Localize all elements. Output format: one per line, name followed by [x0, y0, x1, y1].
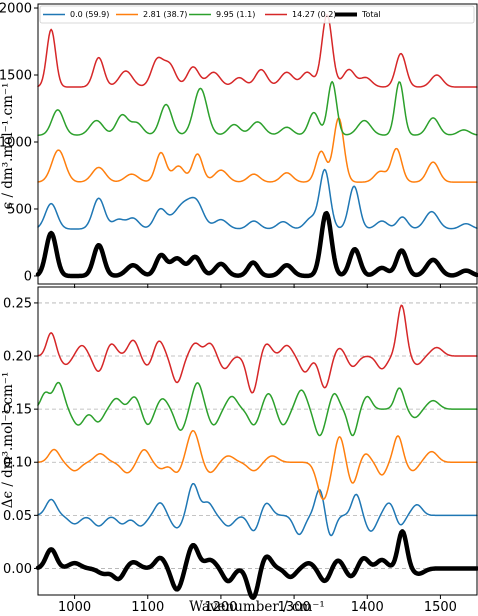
y-tick-label-0-00: 0.00 [3, 562, 32, 577]
series-line-14-27-0-2 [37, 304, 478, 394]
legend-label-0-0-59-9: 0.0 (59.9) [70, 10, 109, 19]
bottom-y-ticks: 0.00 0.05 0.10 0.15 0.20 0.25 [3, 296, 38, 577]
series-line-2-81-38-7 [37, 429, 478, 501]
y-tick-label-0-20: 0.20 [3, 350, 32, 365]
y-tick-label-0-10: 0.10 [3, 456, 32, 471]
y-tick-label-0-05: 0.05 [3, 509, 32, 524]
x-tick-label-1000: 1000 [58, 600, 91, 615]
top-panel: 0 500 1000 1500 2000 ϵ / dm³.mol⁻¹.cm⁻¹ 0.0 … [0, 2, 478, 288]
y-tick-label-0-25: 0.25 [3, 296, 32, 311]
legend: 0.0 (59.9) 2.81 (38.7) 9.95 (1.1) 14.27 (0.… [39, 5, 475, 24]
series-line-total [35, 529, 478, 600]
x-tick-label-1300: 1300 [278, 600, 311, 615]
series-line-total [35, 210, 478, 279]
x-tick-label-1200: 1200 [204, 600, 237, 615]
series-line-0-0-59-9 [37, 168, 478, 230]
y-tick-label-500: 500 [7, 202, 32, 217]
y-tick-label-0-15: 0.15 [3, 403, 32, 418]
bottom-series [35, 304, 478, 600]
x-tick-label-1500: 1500 [424, 600, 457, 615]
bottom-x-ticks: 1000 1100 1200 1300 1400 1500 [58, 595, 457, 615]
legend-label-9-95-1-1: 9.95 (1.1) [216, 10, 255, 19]
series-line-2-81-38-7 [37, 117, 478, 183]
x-axis-label: Wavenumber / cm⁻¹ [189, 599, 325, 615]
legend-label-total: Total [361, 10, 381, 19]
series-line-9-95-1-1 [37, 80, 478, 136]
series-line-9-95-1-1 [37, 381, 478, 437]
top-series [35, 14, 478, 279]
y-tick-label-1500: 1500 [0, 69, 32, 84]
y-tick-label-0: 0 [24, 269, 32, 284]
legend-frame [39, 5, 475, 24]
top-ylabel: ϵ / dm³.mol⁻¹.cm⁻¹ [0, 83, 16, 210]
series-line-14-27-0-2 [37, 14, 478, 88]
y-tick-label-1000: 1000 [0, 135, 32, 150]
top-y-ticks: 0 500 1000 1500 2000 [0, 2, 38, 284]
legend-label-2-81-38-7: 2.81 (38.7) [143, 10, 187, 19]
bottom-grid [38, 302, 477, 569]
x-tick-label-1400: 1400 [351, 600, 384, 615]
y-tick-label-2000: 2000 [0, 2, 32, 17]
bottom-panel: 0.00 0.05 0.10 0.15 0.20 0.25 1000 1100 1200 130… [0, 286, 478, 615]
series-line-0-0-59-9 [37, 482, 478, 537]
bottom-plot-frame [37, 286, 478, 596]
x-tick-label-1100: 1100 [131, 600, 164, 615]
top-plot-frame [37, 3, 478, 285]
legend-label-14-27-0-2: 14.27 (0.2) [292, 10, 336, 19]
bottom-ylabel: Δϵ / dm³.mol⁻¹.cm⁻¹ [0, 372, 16, 509]
